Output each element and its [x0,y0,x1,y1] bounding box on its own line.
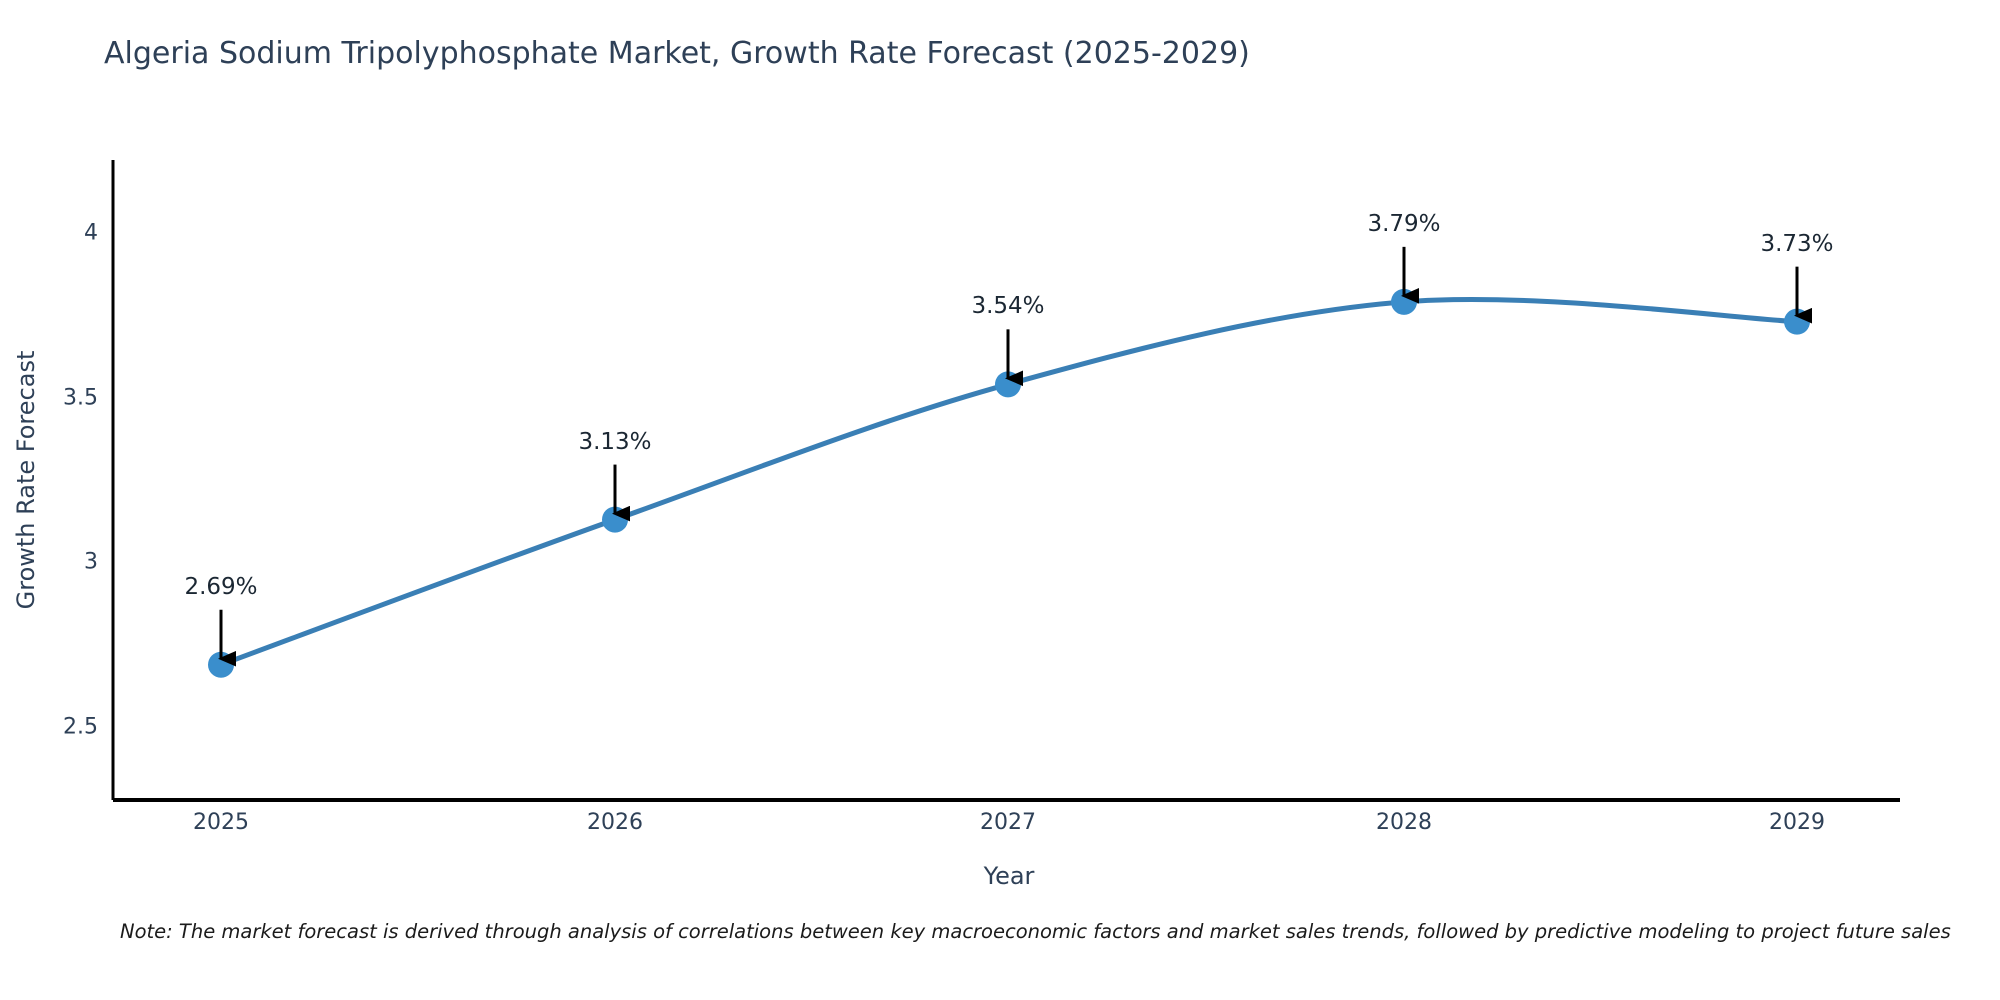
y-tick-label: 2.5 [63,714,98,740]
x-axis-label: Year [983,862,1035,890]
x-tick-label: 2027 [980,810,1036,835]
y-tick-label: 3.5 [63,385,98,411]
data-point-label: 3.79% [1367,210,1441,237]
chart-title: Algeria Sodium Tripolyphosphate Market, … [104,36,1250,71]
x-tick-label: 2026 [587,810,643,835]
annotation-arrows [218,246,1812,667]
x-tick-label: 2029 [1769,810,1825,835]
data-point-label: 2.69% [184,573,258,600]
data-point-label: 3.13% [578,428,652,455]
y-tick-label: 4 [84,220,98,246]
data-point-label: 3.54% [971,293,1045,320]
x-tick-label: 2028 [1376,810,1432,835]
x-tick-label: 2025 [193,810,249,835]
chart-note: Note: The market forecast is derived thr… [120,920,1951,943]
y-tick-label: 3 [84,549,98,575]
data-point-label: 3.73% [1760,230,1834,257]
